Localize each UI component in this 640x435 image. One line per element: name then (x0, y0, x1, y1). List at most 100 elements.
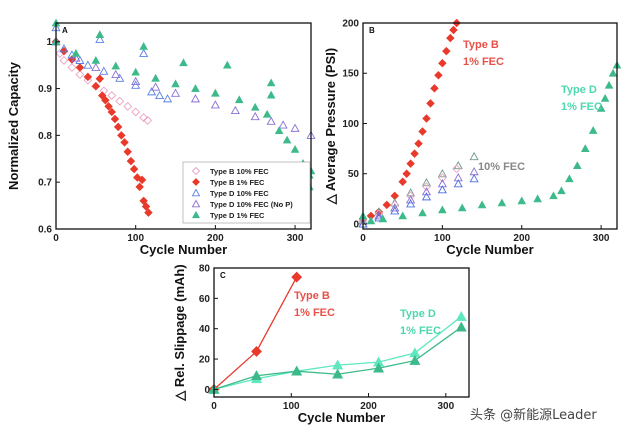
data-point (588, 126, 598, 134)
data-point (442, 46, 451, 56)
data-point (111, 61, 121, 70)
y-tick-label: 0 (353, 219, 359, 230)
data-point (131, 76, 141, 86)
data-point (410, 149, 419, 158)
x-axis-label: Cycle Number (298, 410, 385, 425)
series-type-d-1-fec (51, 18, 316, 191)
y-tick-label: 50 (348, 169, 360, 180)
data-point (104, 102, 113, 111)
annotation-text: 1% FEC (400, 325, 441, 337)
data-point (469, 166, 479, 176)
data-point (406, 199, 416, 208)
data-point (162, 94, 173, 103)
data-point (139, 41, 148, 50)
annotation-text: 1% FEC (561, 101, 602, 113)
data-point (95, 34, 105, 43)
data-point (398, 177, 407, 186)
data-point (223, 60, 232, 69)
data-point (123, 101, 133, 111)
data-point (580, 144, 590, 152)
data-point (374, 209, 384, 219)
data-point (497, 198, 507, 207)
data-point (83, 72, 93, 82)
data-point (95, 74, 105, 83)
legend-label: Type D 1% FEC (210, 211, 265, 220)
legend: Type B 10% FEC Type B 1% FEC Type D 10% FE… (182, 161, 311, 224)
data-point (374, 211, 384, 220)
data-point (266, 116, 276, 125)
data-point (71, 49, 81, 57)
plot-frame (362, 22, 618, 230)
data-point (113, 122, 123, 132)
y-tick-label: 0.8 (38, 131, 52, 142)
data-point (418, 127, 427, 136)
y-axis-label: Normalized Capacity (6, 61, 21, 190)
series-1 (208, 310, 467, 394)
data-point (274, 126, 284, 135)
y-tick-label: 0.7 (38, 178, 52, 189)
data-point (434, 71, 443, 80)
data-point (120, 138, 129, 147)
panel-label: C (220, 271, 226, 280)
data-point (131, 67, 140, 76)
data-point (398, 211, 407, 220)
watermark: 头条 @新能源Leader (470, 408, 597, 423)
annotation-text: 1% FEC (294, 307, 335, 319)
data-point (557, 186, 566, 195)
data-point (59, 44, 69, 53)
data-point (179, 58, 188, 67)
data-point (211, 88, 220, 97)
data-point (170, 88, 181, 97)
x-axis-label: Cycle Number (446, 242, 533, 257)
data-point (290, 144, 300, 153)
data-point (426, 99, 435, 108)
y-tick-label: 20 (199, 355, 211, 366)
data-point (390, 206, 400, 215)
data-point (91, 56, 101, 64)
data-point (95, 30, 105, 39)
data-point (477, 200, 487, 209)
data-point (234, 95, 244, 104)
y-tick-label: 1 (46, 37, 52, 48)
y-tick-label: 60 (199, 294, 211, 305)
data-point (373, 362, 385, 373)
legend-item: Type B 10% FEC (191, 166, 269, 176)
data-point (453, 179, 463, 188)
data-point (251, 346, 262, 357)
data-point (75, 55, 85, 64)
data-point (190, 94, 201, 103)
y-tick-label: 0.9 (38, 84, 52, 95)
data-point (99, 66, 109, 75)
data-point (409, 354, 421, 365)
y-tick-label: 0.6 (38, 225, 52, 236)
x-tick-label: 100 (283, 401, 300, 412)
panel-label: B (369, 26, 375, 35)
data-point (366, 216, 376, 225)
x-tick-label: 200 (513, 233, 530, 244)
data-point (390, 200, 400, 210)
x-tick-label: 200 (207, 233, 224, 244)
x-tick-label: 100 (434, 233, 451, 244)
series-type-b-1-fec (51, 37, 153, 217)
legend-label: Type B 10% FEC (210, 167, 269, 176)
data-point (430, 84, 439, 93)
data-point (59, 56, 69, 65)
data-point (139, 113, 149, 123)
panel-label: A (62, 26, 68, 35)
data-point (171, 79, 180, 88)
chart-panel-a: 0 100 200 300 0.6 0.7 0.8 0.9 1 Cycle Number Norma… (6, 18, 316, 257)
data-point (438, 58, 447, 68)
data-point (83, 75, 93, 85)
legend-marker (192, 178, 200, 186)
data-point (75, 70, 85, 79)
data-point (230, 105, 240, 115)
x-axis-label: Cycle Number (140, 242, 227, 257)
data-point (549, 191, 558, 200)
legend-item: Type D 10% FEC (No P) (191, 199, 293, 209)
data-point (374, 213, 384, 222)
data-point (533, 194, 542, 203)
y-tick-label: 100 (342, 119, 359, 130)
data-point (83, 60, 93, 69)
data-point (101, 96, 110, 105)
